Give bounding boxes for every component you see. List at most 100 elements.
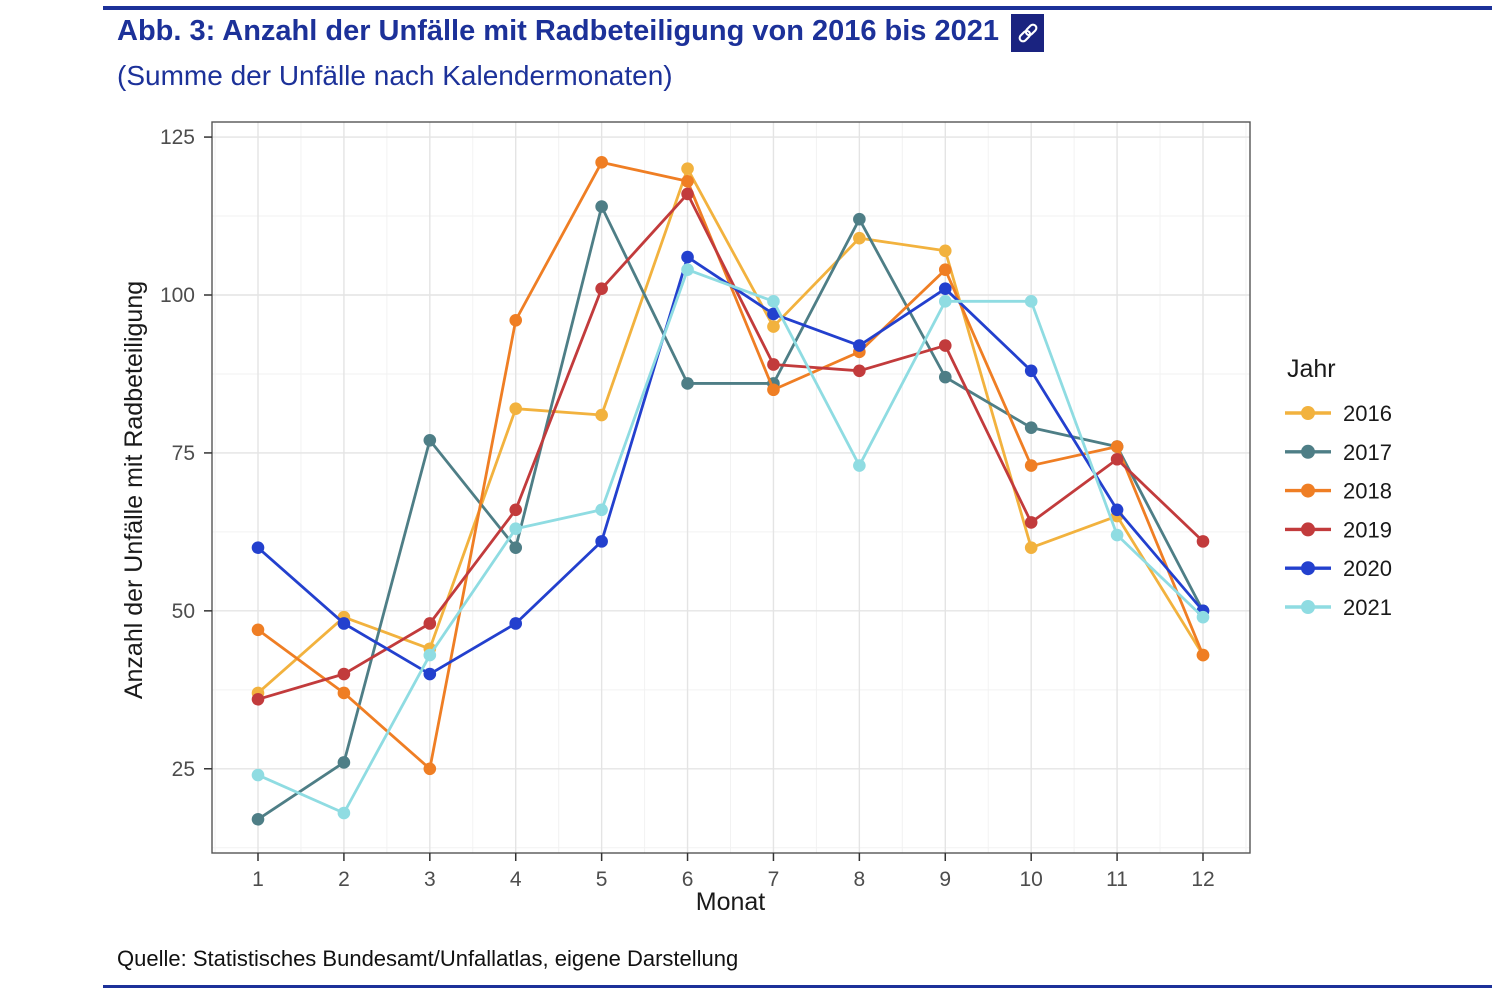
legend-key-point <box>1301 483 1315 498</box>
data-point <box>509 617 523 630</box>
data-point <box>938 263 952 277</box>
x-tick-label: 1 <box>252 868 264 891</box>
data-point <box>1024 421 1038 434</box>
legend-item-label: 2016 <box>1343 401 1392 426</box>
data-point <box>423 667 437 681</box>
legend-title: Jahr <box>1287 355 1336 383</box>
bottom-divider <box>103 985 1492 988</box>
data-point <box>509 522 523 536</box>
figure-subtitle: (Summe der Unfälle nach Kalendermonaten) <box>117 60 673 91</box>
data-point <box>251 692 265 706</box>
data-point <box>853 212 866 226</box>
legend-item-2018: 2018 <box>1285 479 1392 504</box>
data-point <box>1024 459 1038 472</box>
top-divider <box>103 6 1492 10</box>
legend-key-point <box>1301 600 1315 614</box>
data-point <box>251 541 265 554</box>
legend-item-label: 2018 <box>1343 479 1392 504</box>
source-note: Quelle: Statistisches Bundesamt/Unfallat… <box>117 946 739 971</box>
data-point <box>337 756 351 769</box>
data-point <box>337 686 351 700</box>
legend-key-point <box>1301 561 1315 576</box>
data-point <box>595 535 608 548</box>
data-point <box>423 762 437 776</box>
data-point <box>1024 364 1038 378</box>
data-point <box>1196 535 1210 548</box>
legend-item-label: 2017 <box>1343 440 1392 465</box>
legend-item-label: 2021 <box>1343 595 1392 620</box>
x-tick-label: 4 <box>510 868 522 891</box>
legend-item-label: 2019 <box>1343 517 1392 542</box>
data-point <box>423 648 437 662</box>
data-point <box>595 156 608 169</box>
data-point <box>1024 295 1038 308</box>
data-point <box>1196 610 1210 624</box>
data-point <box>938 370 952 384</box>
y-tick-labels: 25 50 75 100 125 <box>160 126 195 781</box>
x-tick-label: 7 <box>768 868 780 891</box>
data-point <box>337 667 351 681</box>
chain-link-glyph <box>1018 23 1037 43</box>
series-2019 <box>251 187 1210 706</box>
x-tick-labels: 1 2 3 4 5 6 7 8 9 10 11 12 <box>252 868 1215 891</box>
legend-key-point <box>1301 406 1315 420</box>
figure-header: Abb. 3: Anzahl der Unfälle mit Radbeteil… <box>117 14 1045 92</box>
legend: Jahr 2016 2017 2018 2019 2020 2021 <box>1285 355 1392 620</box>
x-tick-label: 5 <box>596 868 608 891</box>
x-axis-title: Monat <box>696 888 766 916</box>
data-point <box>938 339 952 352</box>
data-point <box>1110 503 1124 517</box>
data-point <box>938 282 952 295</box>
grid-major <box>212 122 1250 853</box>
series-line <box>256 192 1205 701</box>
data-point <box>938 244 952 258</box>
data-point <box>1196 648 1210 662</box>
data-point <box>681 377 694 390</box>
figure-title: Abb. 3: Anzahl der Unfälle mit Radbeteil… <box>117 15 1000 47</box>
panel-border <box>211 121 1251 854</box>
x-tick-label: 3 <box>424 868 436 891</box>
legend-key-point <box>1301 522 1315 537</box>
y-tick-label: 125 <box>160 126 195 149</box>
data-point <box>251 813 265 826</box>
data-point <box>595 282 608 295</box>
y-tick-label: 50 <box>172 600 195 623</box>
data-point <box>1024 516 1038 529</box>
x-tick-label: 9 <box>939 868 951 891</box>
y-tick-label: 25 <box>172 758 195 781</box>
y-tick-label: 75 <box>172 442 195 465</box>
legend-key-point <box>1301 444 1315 459</box>
x-tick-label: 11 <box>1106 868 1128 891</box>
series-2021 <box>251 263 1210 820</box>
data-point <box>681 263 694 277</box>
data-point <box>853 459 866 472</box>
x-tick-label: 12 <box>1191 868 1214 891</box>
legend-item-2021: 2021 <box>1285 595 1392 620</box>
data-point <box>767 307 780 321</box>
legend-item-2019: 2019 <box>1285 517 1392 542</box>
legend-item-label: 2020 <box>1343 556 1392 581</box>
data-point <box>681 174 694 188</box>
data-point <box>681 162 694 175</box>
data-point <box>509 503 523 517</box>
x-tick-label: 2 <box>338 868 350 891</box>
data-point <box>1110 452 1124 466</box>
data-point <box>595 408 608 422</box>
data-point <box>251 623 265 637</box>
data-point <box>1110 440 1124 453</box>
data-point <box>681 250 694 264</box>
permalink-chain-link-icon[interactable] <box>1011 14 1045 52</box>
data-point <box>767 358 780 371</box>
y-axis-title: Anzahl der Unfälle mit Radbeteiligung <box>120 281 148 699</box>
data-point <box>853 339 866 352</box>
data-point <box>853 364 866 378</box>
data-point <box>853 231 866 245</box>
data-point <box>1110 528 1124 542</box>
legend-item-2017: 2017 <box>1285 440 1392 465</box>
data-point <box>595 200 608 213</box>
data-point <box>423 433 437 447</box>
data-point <box>1024 541 1038 554</box>
data-point <box>509 313 523 327</box>
